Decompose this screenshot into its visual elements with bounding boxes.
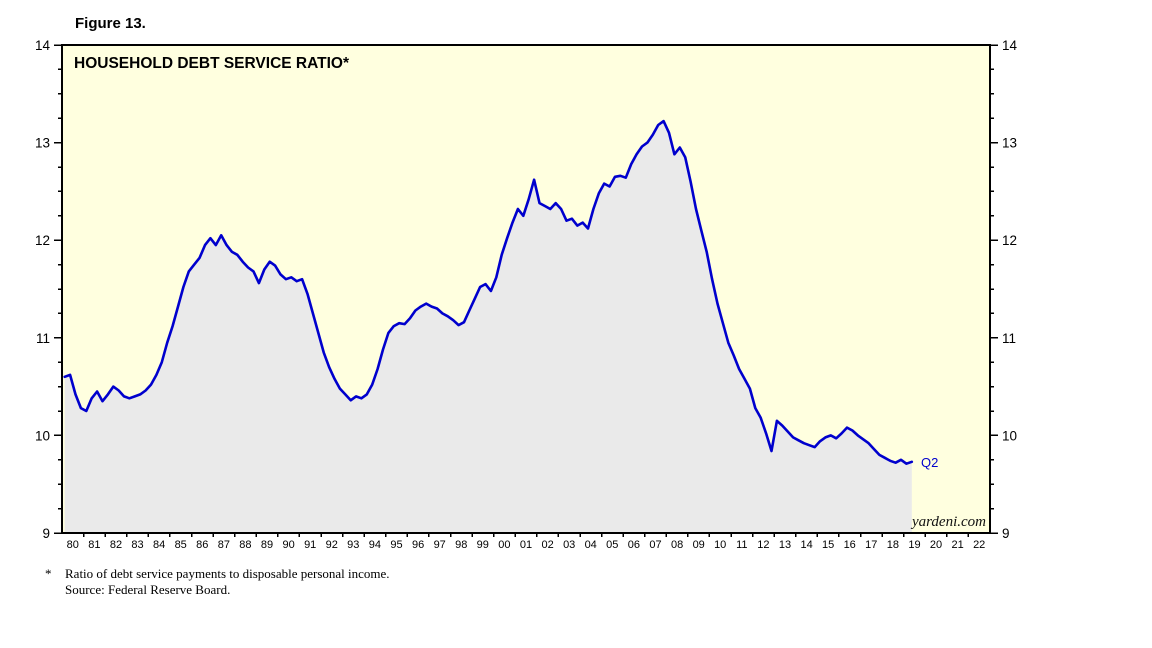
x-tick-label: 11: [736, 539, 747, 551]
x-tick-label: 84: [153, 539, 165, 551]
y-tick-label: 9: [42, 526, 50, 541]
x-tick-label: 91: [304, 539, 316, 551]
y-tick-label: 9: [1002, 526, 1010, 541]
x-tick-label: 16: [844, 539, 856, 551]
x-tick-label: 83: [131, 539, 143, 551]
y-tick-label: 13: [1002, 136, 1017, 151]
x-tick-label: 90: [282, 539, 294, 551]
x-tick-label: 86: [196, 539, 208, 551]
footnote-text: Ratio of debt service payments to dispos…: [65, 566, 390, 581]
x-tick-label: 03: [563, 539, 575, 551]
y-tick-label: 11: [1002, 331, 1016, 346]
x-tick-label: 01: [520, 539, 532, 551]
x-tick-label: 22: [973, 539, 985, 551]
x-tick-label: 85: [175, 539, 187, 551]
x-tick-label: 19: [908, 539, 920, 551]
x-tick-label: 95: [390, 539, 402, 551]
x-tick-label: 93: [347, 539, 359, 551]
x-tick-label: 89: [261, 539, 273, 551]
x-tick-label: 14: [800, 539, 812, 551]
x-tick-label: 94: [369, 539, 381, 551]
x-tick-label: 80: [67, 539, 79, 551]
chart-title: HOUSEHOLD DEBT SERVICE RATIO*: [74, 55, 350, 72]
y-tick-label: 14: [35, 38, 51, 53]
footnote-source: Source: Federal Reserve Board.: [65, 582, 230, 597]
x-tick-label: 12: [757, 539, 769, 551]
x-tick-label: 17: [865, 539, 877, 551]
y-tick-label: 10: [1002, 428, 1017, 443]
x-tick-label: 15: [822, 539, 834, 551]
x-tick-label: 21: [951, 539, 963, 551]
x-tick-label: 08: [671, 539, 683, 551]
y-tick-label: 10: [35, 428, 50, 443]
x-tick-label: 96: [412, 539, 424, 551]
figure-label: Figure 13.: [75, 15, 146, 32]
end-label-q2: Q2: [921, 455, 938, 470]
y-tick-label: 12: [35, 233, 50, 248]
x-tick-label: 92: [326, 539, 338, 551]
x-tick-label: 05: [606, 539, 618, 551]
x-tick-label: 81: [88, 539, 100, 551]
x-tick-label: 98: [455, 539, 467, 551]
x-tick-label: 00: [498, 539, 510, 551]
x-tick-label: 88: [239, 539, 251, 551]
x-tick-label: 10: [714, 539, 726, 551]
x-tick-label: 13: [779, 539, 791, 551]
x-tick-label: 87: [218, 539, 230, 551]
watermark-yardeni: yardeni.com: [910, 514, 986, 530]
x-tick-label: 82: [110, 539, 122, 551]
x-tick-label: 06: [628, 539, 640, 551]
x-tick-label: 20: [930, 539, 942, 551]
x-tick-label: 18: [887, 539, 899, 551]
y-tick-label: 14: [1002, 38, 1018, 53]
footnote-marker: *: [45, 566, 52, 581]
x-tick-label: 02: [541, 539, 553, 551]
x-tick-label: 99: [477, 539, 489, 551]
x-tick-label: 97: [434, 539, 446, 551]
x-tick-label: 09: [693, 539, 705, 551]
x-tick-label: 04: [585, 539, 597, 551]
x-tick-label: 07: [649, 539, 661, 551]
y-tick-label: 11: [36, 331, 50, 346]
area-fill: [64, 121, 912, 533]
debt-service-line: [63, 119, 914, 466]
y-tick-label: 13: [35, 136, 50, 151]
y-tick-label: 12: [1002, 233, 1017, 248]
